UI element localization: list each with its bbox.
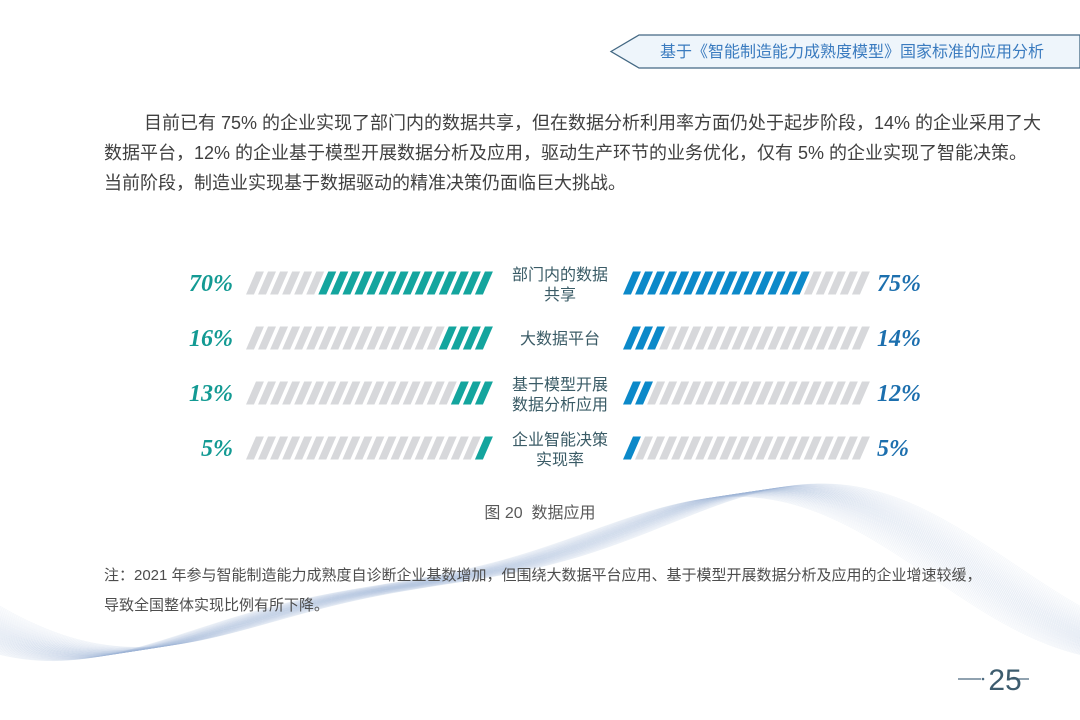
svg-text:25: 25: [988, 664, 1021, 697]
